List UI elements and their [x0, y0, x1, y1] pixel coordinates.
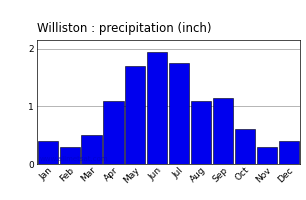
- Bar: [147, 52, 167, 164]
- Bar: [235, 129, 255, 164]
- Bar: [81, 135, 102, 164]
- Bar: [125, 66, 145, 164]
- Bar: [257, 147, 277, 164]
- Bar: [169, 63, 189, 164]
- Bar: [213, 98, 233, 164]
- Text: www.allmetsat.com: www.allmetsat.com: [39, 156, 108, 162]
- Bar: [191, 101, 211, 164]
- Text: Williston : precipitation (inch): Williston : precipitation (inch): [37, 22, 211, 35]
- Bar: [38, 141, 58, 164]
- Bar: [279, 141, 299, 164]
- Bar: [103, 101, 124, 164]
- Bar: [60, 147, 80, 164]
